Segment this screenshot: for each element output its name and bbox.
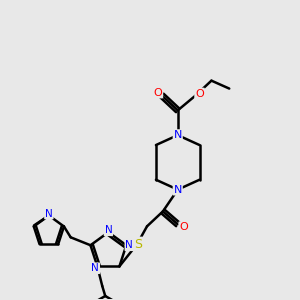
Text: O: O	[179, 222, 188, 232]
Text: N: N	[125, 240, 133, 250]
Text: N: N	[174, 184, 182, 195]
Text: S: S	[134, 238, 142, 250]
Text: O: O	[154, 88, 162, 98]
Text: N: N	[45, 208, 53, 218]
Text: N: N	[174, 130, 182, 140]
Text: O: O	[195, 88, 204, 98]
Text: N: N	[92, 263, 99, 273]
Text: N: N	[104, 225, 112, 235]
